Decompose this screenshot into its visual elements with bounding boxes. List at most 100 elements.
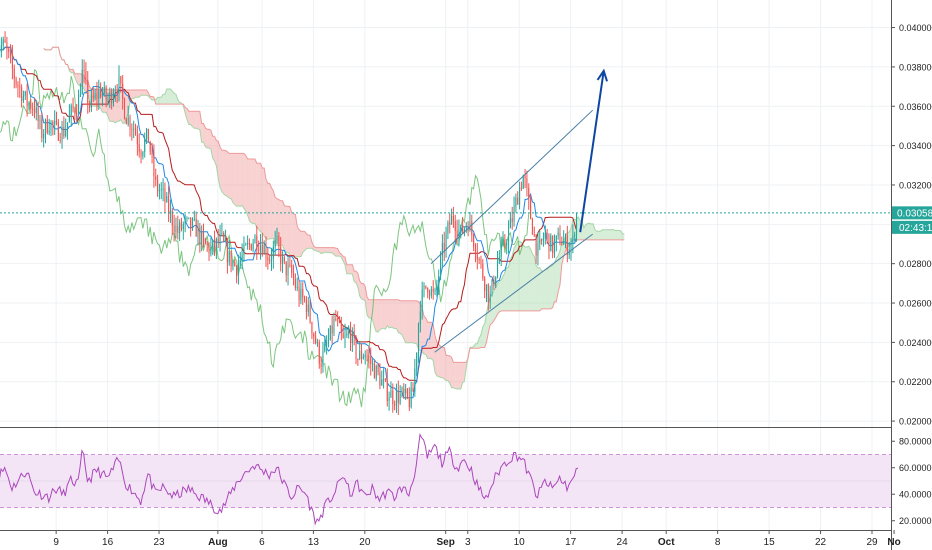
candle-body — [44, 119, 47, 134]
candle-body — [495, 276, 497, 287]
candle-body — [39, 119, 41, 122]
candle-body — [278, 235, 280, 247]
cloud-segment — [390, 299, 393, 328]
cloud-segment — [541, 270, 544, 309]
time-tick-label: Aug — [208, 537, 227, 548]
candle-body — [267, 258, 269, 260]
rsi-tick-label: 80.0000 — [899, 437, 932, 447]
candle-body — [101, 93, 104, 97]
cloud-segment — [317, 247, 320, 252]
candle-body — [327, 339, 330, 344]
candle-body — [349, 331, 352, 344]
channel-lower-line — [434, 233, 593, 353]
cloud-segment — [460, 362, 463, 390]
cloud-segment — [449, 355, 452, 388]
candle-body — [524, 175, 526, 179]
candle-body — [480, 259, 482, 264]
candle-body — [2, 39, 4, 46]
candle-body — [526, 178, 528, 188]
candle-body — [85, 71, 87, 80]
cloud-segment — [308, 235, 311, 249]
cloud-segment — [265, 179, 268, 240]
cloud-segment — [379, 299, 382, 330]
cloud-segment — [321, 247, 323, 254]
candle-body — [22, 95, 24, 101]
candle-body — [344, 335, 346, 339]
time-axis[interactable]: 9 16 23 Aug 6 13 20 Sep 3 10 17 24 Oct 8 15 22 29 No — [53, 530, 901, 548]
candle-body — [304, 297, 306, 301]
candle-body — [177, 225, 179, 233]
cloud-segment — [133, 90, 136, 99]
candle-body — [445, 233, 447, 251]
candle-body — [340, 322, 342, 334]
cloud-segment — [613, 229, 616, 240]
candle-body — [259, 244, 262, 251]
cloud-segment — [299, 229, 301, 257]
cloud-segment — [398, 299, 401, 334]
candle-body — [50, 121, 52, 131]
cloud-segment — [462, 362, 465, 383]
candle-body — [199, 226, 201, 245]
candle-body — [4, 39, 6, 43]
cloud-segment — [583, 225, 586, 240]
candle-body — [362, 356, 364, 359]
cloud-segment — [245, 155, 248, 216]
cloud-segment — [155, 97, 158, 105]
candle-body — [440, 255, 442, 277]
candle-body — [513, 206, 515, 222]
candle-body — [153, 154, 155, 177]
time-tick-label: 8 — [715, 537, 721, 548]
cloud-segment — [482, 323, 485, 348]
candle-body — [136, 135, 138, 145]
candle-body — [74, 109, 76, 114]
rsi-axis[interactable]: 20.0000 40.0000 60.0000 80.0000 — [891, 437, 932, 526]
axis-price-labels: 0.030583 02:43:19 — [892, 206, 932, 234]
time-tick-label: 29 — [866, 537, 878, 548]
candle-body — [8, 48, 10, 53]
candle-body — [449, 222, 451, 225]
cloud-segment — [354, 271, 357, 283]
cloud-segment — [144, 90, 147, 96]
candle-body — [223, 232, 225, 242]
candle-body — [570, 242, 572, 250]
cloud-segment — [435, 335, 437, 376]
candle-body — [188, 217, 190, 219]
drawing-annotations — [430, 68, 608, 353]
candle-body — [331, 325, 333, 334]
candle-body — [225, 240, 227, 242]
candle-body — [274, 240, 276, 247]
cloud-segment — [412, 300, 415, 344]
candle-body — [544, 233, 546, 239]
candle-body — [265, 245, 267, 259]
cloud-segment — [596, 231, 599, 240]
candle-body — [236, 266, 238, 276]
candle-body — [70, 105, 72, 115]
candle-body — [342, 333, 344, 339]
cloud-segment — [394, 299, 397, 329]
candle-body — [149, 141, 151, 153]
candle-body — [87, 79, 89, 104]
candle-body — [94, 93, 96, 99]
candle-body — [351, 330, 353, 344]
cloud-segment — [198, 111, 200, 130]
candle-body — [134, 128, 137, 136]
candle-body — [98, 90, 100, 99]
candle-body — [370, 357, 372, 364]
candle-body — [427, 287, 429, 293]
candle-body — [19, 86, 21, 88]
candle-body — [17, 84, 19, 87]
candle-body — [386, 379, 388, 401]
cloud-segment — [451, 357, 454, 388]
cloud-segment — [192, 111, 195, 129]
cloud-segment — [346, 264, 349, 274]
last-price-badge — [892, 206, 932, 220]
time-tick-label: 6 — [259, 537, 265, 548]
cloud-segment — [264, 168, 266, 239]
candle-body — [59, 140, 61, 142]
candle-body — [123, 99, 126, 119]
candle-body — [507, 228, 510, 244]
candle-body — [511, 218, 513, 222]
candle-body — [456, 230, 458, 236]
